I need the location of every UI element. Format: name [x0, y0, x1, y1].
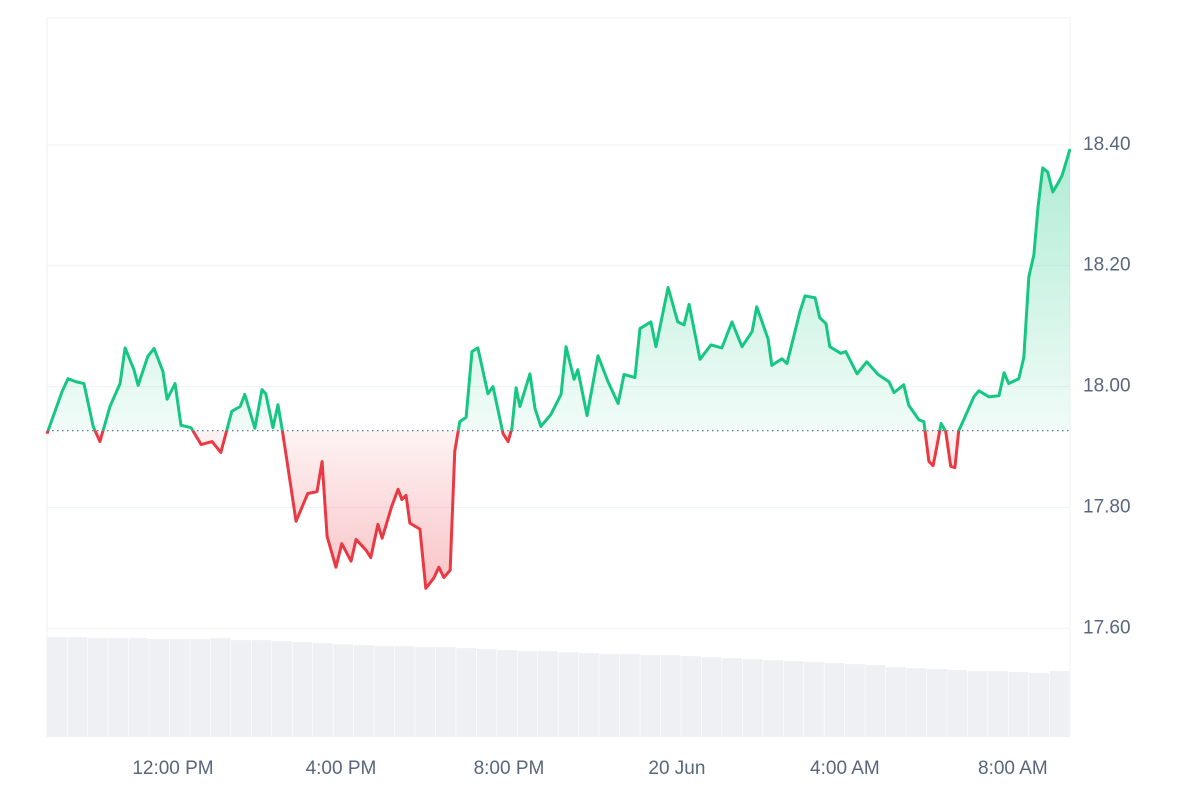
volume-bar [87, 638, 108, 737]
volume-bar [906, 668, 927, 737]
volume-bar [394, 646, 415, 737]
area-down [47, 430, 1070, 589]
y-tick-label: 18.40 [1083, 134, 1131, 155]
volume-bar [108, 638, 129, 737]
y-tick-label: 17.60 [1083, 617, 1131, 638]
volume-bar [763, 660, 783, 737]
y-tick-label: 17.80 [1083, 496, 1131, 517]
volume-bar [272, 641, 292, 737]
volume-bar [1049, 671, 1070, 737]
volume-bar [353, 645, 374, 737]
volume-bar [619, 654, 640, 737]
volume-bar [456, 648, 477, 737]
volume-bar [783, 661, 804, 737]
price-line-down [45, 430, 961, 590]
volume-bar [292, 642, 313, 737]
volume-bar [722, 658, 743, 737]
y-tick-label: 18.20 [1083, 255, 1131, 276]
volume-bar [312, 643, 333, 737]
volume-bar [231, 640, 251, 737]
volume-bar [210, 638, 231, 737]
volume-bar [660, 655, 681, 737]
volume-bar [967, 671, 988, 737]
volume-bar [988, 671, 1009, 737]
volume-bar [824, 663, 845, 737]
volume-bar [599, 654, 620, 737]
x-tick-label: 8:00 PM [474, 758, 545, 779]
volume-bar [415, 647, 436, 737]
volume-bar [251, 640, 272, 737]
volume-bar [558, 652, 579, 737]
y-tick-label: 18.00 [1083, 376, 1131, 397]
volume-bar [640, 655, 661, 737]
volume-bar [1008, 672, 1029, 737]
volume-bar [333, 644, 354, 737]
x-tick-label: 8:00 AM [978, 758, 1048, 779]
volume-bar [804, 662, 824, 737]
volume-bar [885, 667, 906, 737]
volume-bar [844, 664, 865, 737]
plot-frame [46, 17, 1071, 737]
price-line-up [46, 148, 1072, 431]
volume-bar [374, 646, 395, 737]
volume-bar [67, 637, 88, 737]
volume-bar [538, 651, 558, 737]
area-up [48, 149, 1070, 431]
x-tick-label: 20 Jun [648, 758, 705, 779]
x-tick-label: 4:00 AM [810, 758, 880, 779]
volume-bar [681, 656, 702, 737]
volume-bar [497, 650, 517, 737]
volume-bar [701, 657, 722, 737]
volume-bar [865, 665, 886, 737]
volume-bar [128, 638, 149, 737]
volume-bar [517, 651, 538, 737]
volume-bar [578, 653, 599, 737]
volume-bar [742, 659, 763, 737]
volume-bar [149, 639, 170, 737]
volume-bar [435, 647, 456, 737]
volume-bar [1029, 673, 1049, 737]
x-tick-label: 12:00 PM [132, 758, 213, 779]
volume-bar [926, 669, 947, 737]
volume-bar [169, 639, 190, 737]
volume-bar [476, 649, 497, 737]
x-tick-label: 4:00 PM [306, 758, 377, 779]
volume-bar [190, 639, 211, 737]
volume-bar [947, 670, 968, 737]
volume-bar [47, 637, 67, 737]
